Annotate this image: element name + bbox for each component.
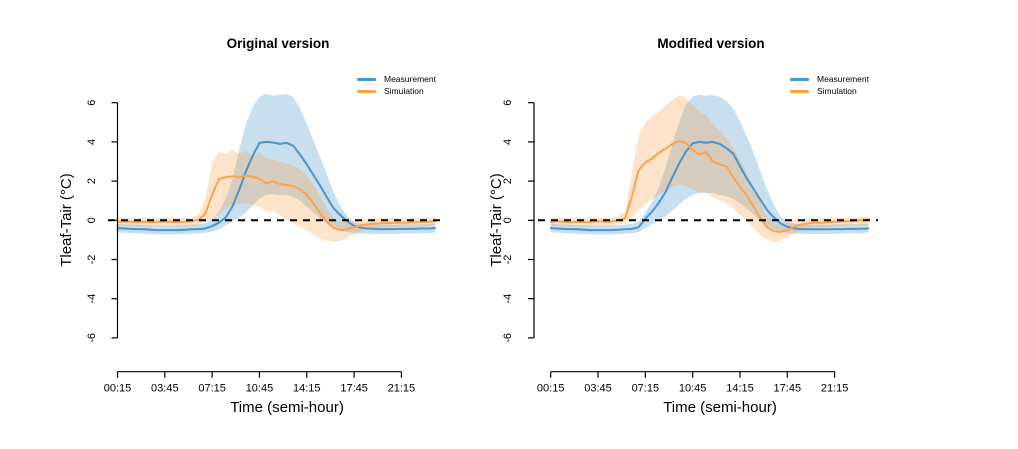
legend-left: Measurement Simulation <box>357 74 436 97</box>
y-tick-label: 6 <box>502 100 514 106</box>
y-tick-label: 2 <box>86 178 98 184</box>
x-tick-label: 03:45 <box>584 383 612 395</box>
x-tick-label: 14:15 <box>726 383 754 395</box>
simulation-line-swatch <box>790 89 809 93</box>
legend-right: Measurement Simulation <box>790 74 869 97</box>
chart-panel-original: 6 4 2 0 -2 -4 -6 00:15 03:45 07:15 10:45 14:15 17:45… <box>86 93 445 395</box>
chart-panel-modified: 6 4 2 0 -2 -4 -6 00:15 03:45 07:15 10:45 14:15 17:45… <box>502 94 878 395</box>
y-tick-label: -2 <box>86 255 98 265</box>
x-tick-label: 10:45 <box>246 383 274 395</box>
legend-label-simulation: Simulation <box>817 85 857 96</box>
x-tick-label: 17:45 <box>340 383 368 395</box>
y-tick-label: 0 <box>502 217 514 223</box>
simulation-line <box>116 174 437 232</box>
y-tick-label: -4 <box>502 294 514 304</box>
y-tick-label: -6 <box>502 333 514 343</box>
y-tick-label: -6 <box>86 333 98 343</box>
measurement-line-swatch <box>357 78 376 82</box>
x-tick-label: 21:15 <box>821 383 849 395</box>
x-tick-label: 10:45 <box>679 383 707 395</box>
measurement-line-swatch <box>790 78 809 82</box>
legend-label-measurement: Measurement <box>384 74 436 85</box>
x-tick-label: 07:15 <box>632 383 660 395</box>
chart-title-modified: Modified version <box>657 36 765 51</box>
x-tick-label: 07:15 <box>198 383 226 395</box>
legend-item-simulation: Simulation <box>790 86 869 98</box>
y-axis-title-left: Tleaf-Tair (°C) <box>58 173 75 267</box>
x-tick-label: 03:45 <box>151 383 179 395</box>
chart-title-original: Original version <box>226 36 330 51</box>
measurement-line <box>549 140 870 232</box>
simulation-line-swatch <box>357 89 376 93</box>
x-tick-label: 17:45 <box>774 383 802 395</box>
measurement-confidence-band <box>117 93 436 235</box>
legend-label-measurement: Measurement <box>817 74 869 85</box>
legend-item-simulation: Simulation <box>357 86 436 98</box>
y-tick-label: 4 <box>86 139 98 145</box>
x-axis-title-right: Time (semi-hour) <box>663 399 777 416</box>
measurement-line <box>116 140 437 232</box>
legend-label-simulation: Simulation <box>384 85 424 96</box>
x-tick-label: 21:15 <box>388 383 416 395</box>
measurement-confidence-band <box>550 94 869 235</box>
x-axis-title-left: Time (semi-hour) <box>230 399 344 416</box>
x-tick-label: 14:15 <box>293 383 321 395</box>
y-tick-label: 4 <box>502 139 514 145</box>
y-tick-label: -2 <box>502 255 514 265</box>
x-tick-label: 00:15 <box>537 383 565 395</box>
simulation-confidence-band <box>550 95 869 243</box>
legend-item-measurement: Measurement <box>357 74 436 86</box>
x-tick-label: 00:15 <box>104 383 132 395</box>
y-tick-label: 6 <box>86 100 98 106</box>
simulation-confidence-band <box>117 149 436 243</box>
simulation-line <box>549 139 870 234</box>
y-tick-label: 0 <box>86 217 98 223</box>
y-tick-label: 2 <box>502 178 514 184</box>
y-tick-label: -4 <box>86 294 98 304</box>
legend-item-measurement: Measurement <box>790 74 869 86</box>
y-axis-title-right: Tleaf-Tair (°C) <box>488 173 505 267</box>
